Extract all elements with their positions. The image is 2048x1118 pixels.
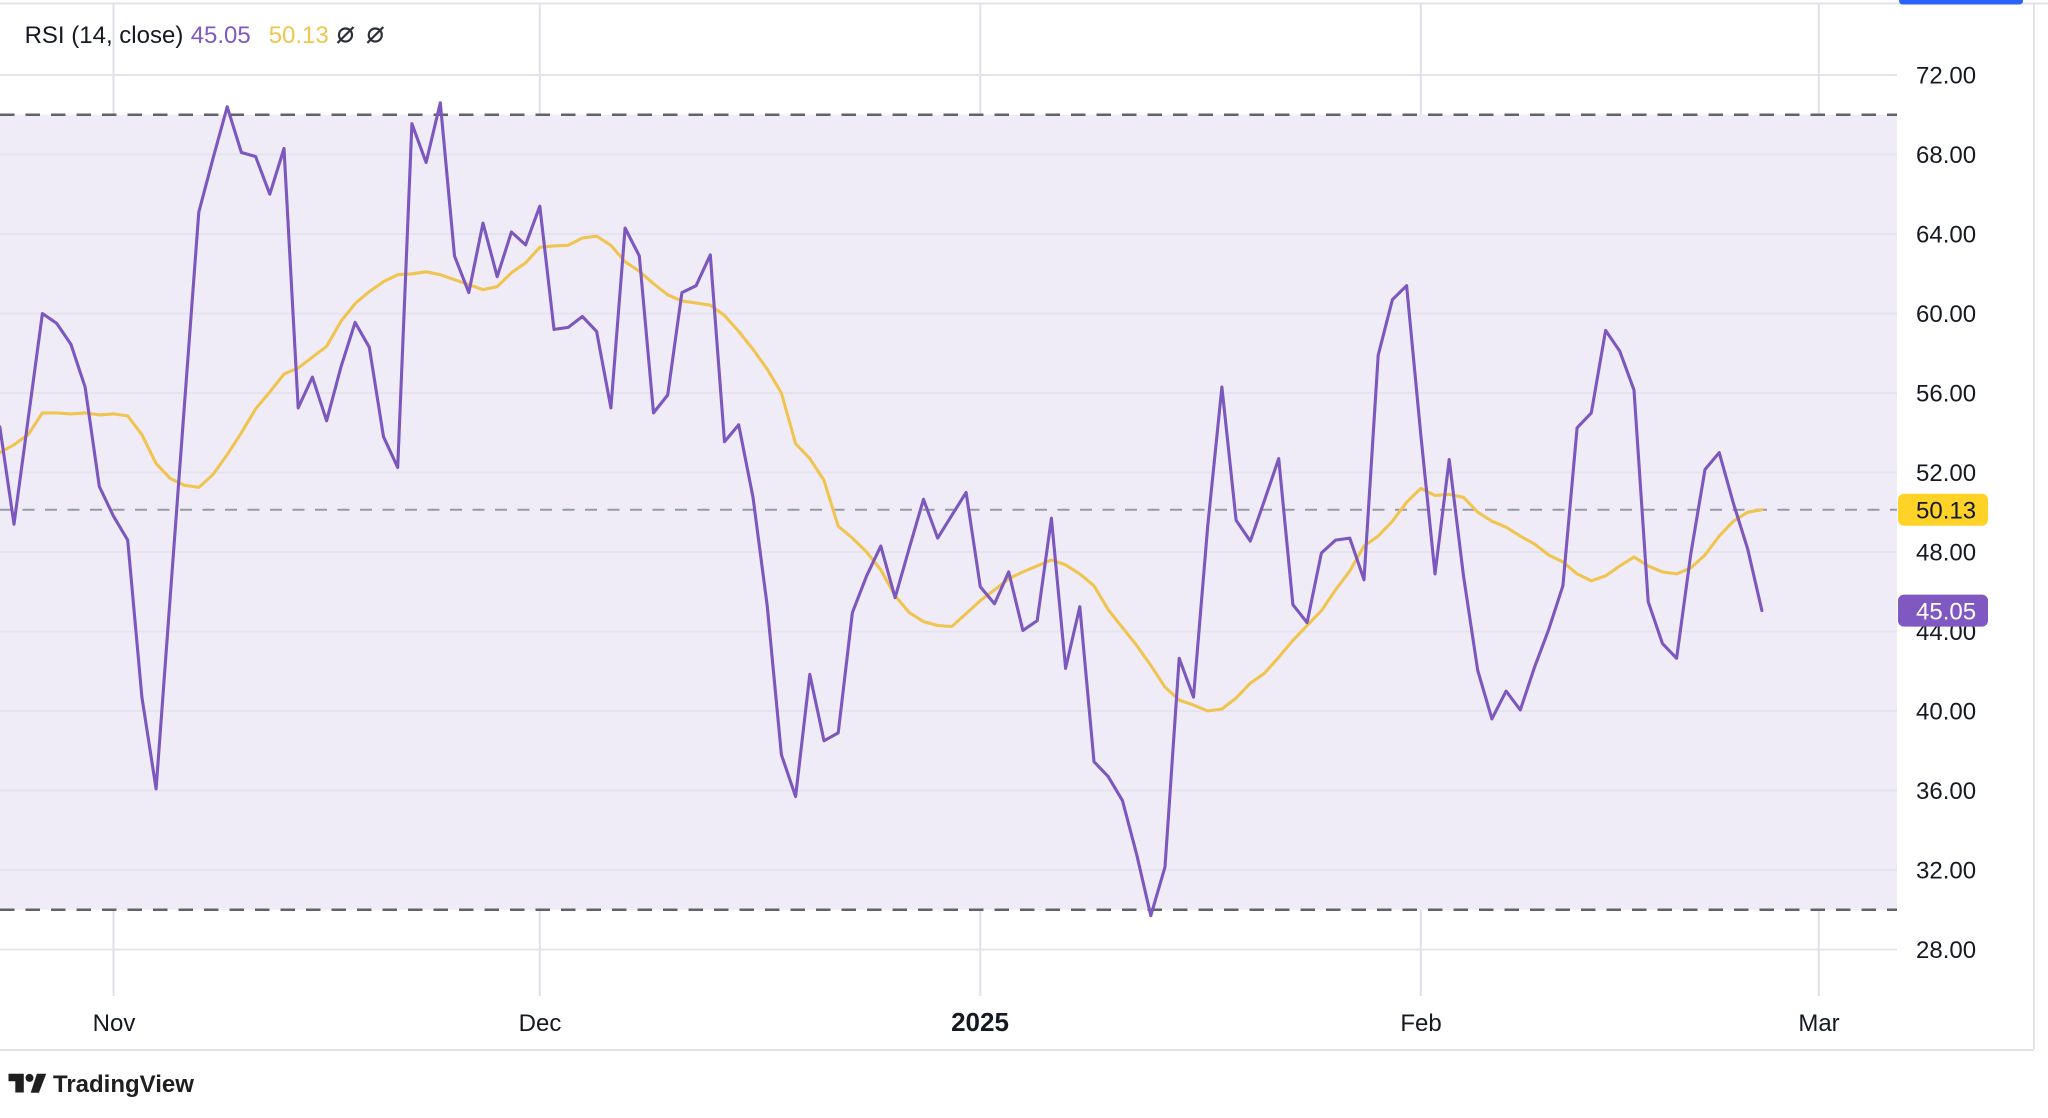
svg-text:56.00: 56.00 (1916, 381, 1976, 408)
svg-text:2025: 2025 (951, 1007, 1009, 1037)
svg-text:60.00: 60.00 (1916, 301, 1976, 328)
svg-text:72.00: 72.00 (1916, 63, 1976, 90)
svg-text:64.00: 64.00 (1916, 222, 1976, 249)
svg-text:50.13: 50.13 (269, 22, 329, 49)
svg-text:Mar: Mar (1798, 1010, 1839, 1037)
svg-text:Feb: Feb (1400, 1010, 1441, 1037)
svg-text:48.00: 48.00 (1916, 540, 1976, 567)
svg-text:Nov: Nov (93, 1010, 136, 1037)
svg-text:52.00: 52.00 (1916, 460, 1976, 487)
svg-text:TradingView: TradingView (53, 1071, 194, 1098)
svg-text:Dec: Dec (519, 1010, 562, 1037)
svg-text:40.00: 40.00 (1916, 699, 1976, 726)
svg-text:32.00: 32.00 (1916, 858, 1976, 885)
svg-text:45.05: 45.05 (1916, 598, 1976, 625)
svg-text:45.05: 45.05 (191, 22, 251, 49)
svg-text:68.00: 68.00 (1916, 142, 1976, 169)
svg-text:50.13: 50.13 (1916, 497, 1976, 524)
svg-text:36.00: 36.00 (1916, 778, 1976, 805)
svg-text:RSI (14, close): RSI (14, close) (25, 22, 184, 49)
svg-text:28.00: 28.00 (1916, 937, 1976, 964)
